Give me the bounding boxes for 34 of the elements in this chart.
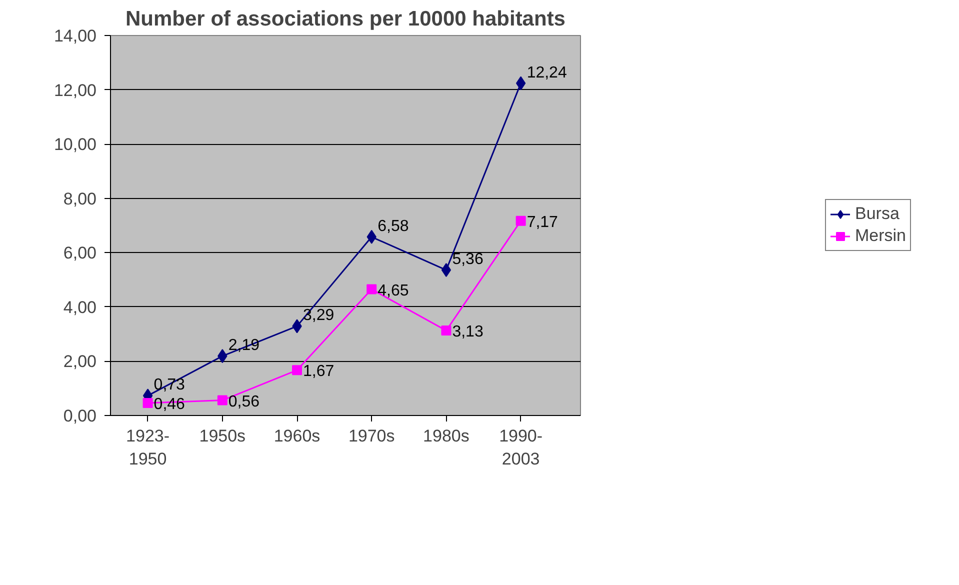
x-tick-label: 1960s (274, 426, 320, 446)
data-label: 1,67 (303, 363, 334, 380)
data-label: 3,13 (452, 324, 484, 341)
point (366, 284, 377, 294)
point (217, 395, 228, 406)
x-tick-label: 1980s (423, 426, 470, 446)
y-tick-label: 10,00 (54, 135, 97, 154)
point (516, 216, 526, 226)
point (441, 326, 452, 336)
y-tick-label: 12,00 (54, 80, 97, 100)
legend-label: Bursa (854, 204, 900, 224)
point (292, 365, 302, 376)
data-label: 0,56 (228, 393, 260, 410)
y-tick-label: 6,00 (63, 244, 97, 263)
x-tick-label: 1923- 1950 (126, 426, 170, 468)
x-tick-label: 1970s (348, 426, 395, 446)
legend-label: Mersin (854, 226, 906, 246)
data-label: 5,36 (452, 251, 484, 268)
y-tick-label: 14,00 (54, 26, 97, 46)
data-label: 7,17 (526, 214, 558, 231)
point (142, 398, 153, 408)
data-label: 12,24 (526, 64, 567, 82)
chart-title: Number of associations per 10000 habitants (126, 8, 566, 30)
y-tick-label: 4,00 (63, 298, 97, 317)
x-tick-label: 1950s (199, 426, 246, 446)
y-tick-label: 8,00 (63, 189, 97, 208)
data-label: 6,58 (378, 218, 409, 235)
y-tick-label: 2,00 (63, 352, 97, 372)
x-tick-label: 1990- 2003 (499, 426, 543, 468)
point (516, 76, 526, 90)
data-label: 4,65 (378, 282, 409, 300)
data-label: 3,29 (303, 307, 334, 324)
y-tick-label: 0,00 (63, 406, 97, 426)
point (441, 263, 452, 278)
